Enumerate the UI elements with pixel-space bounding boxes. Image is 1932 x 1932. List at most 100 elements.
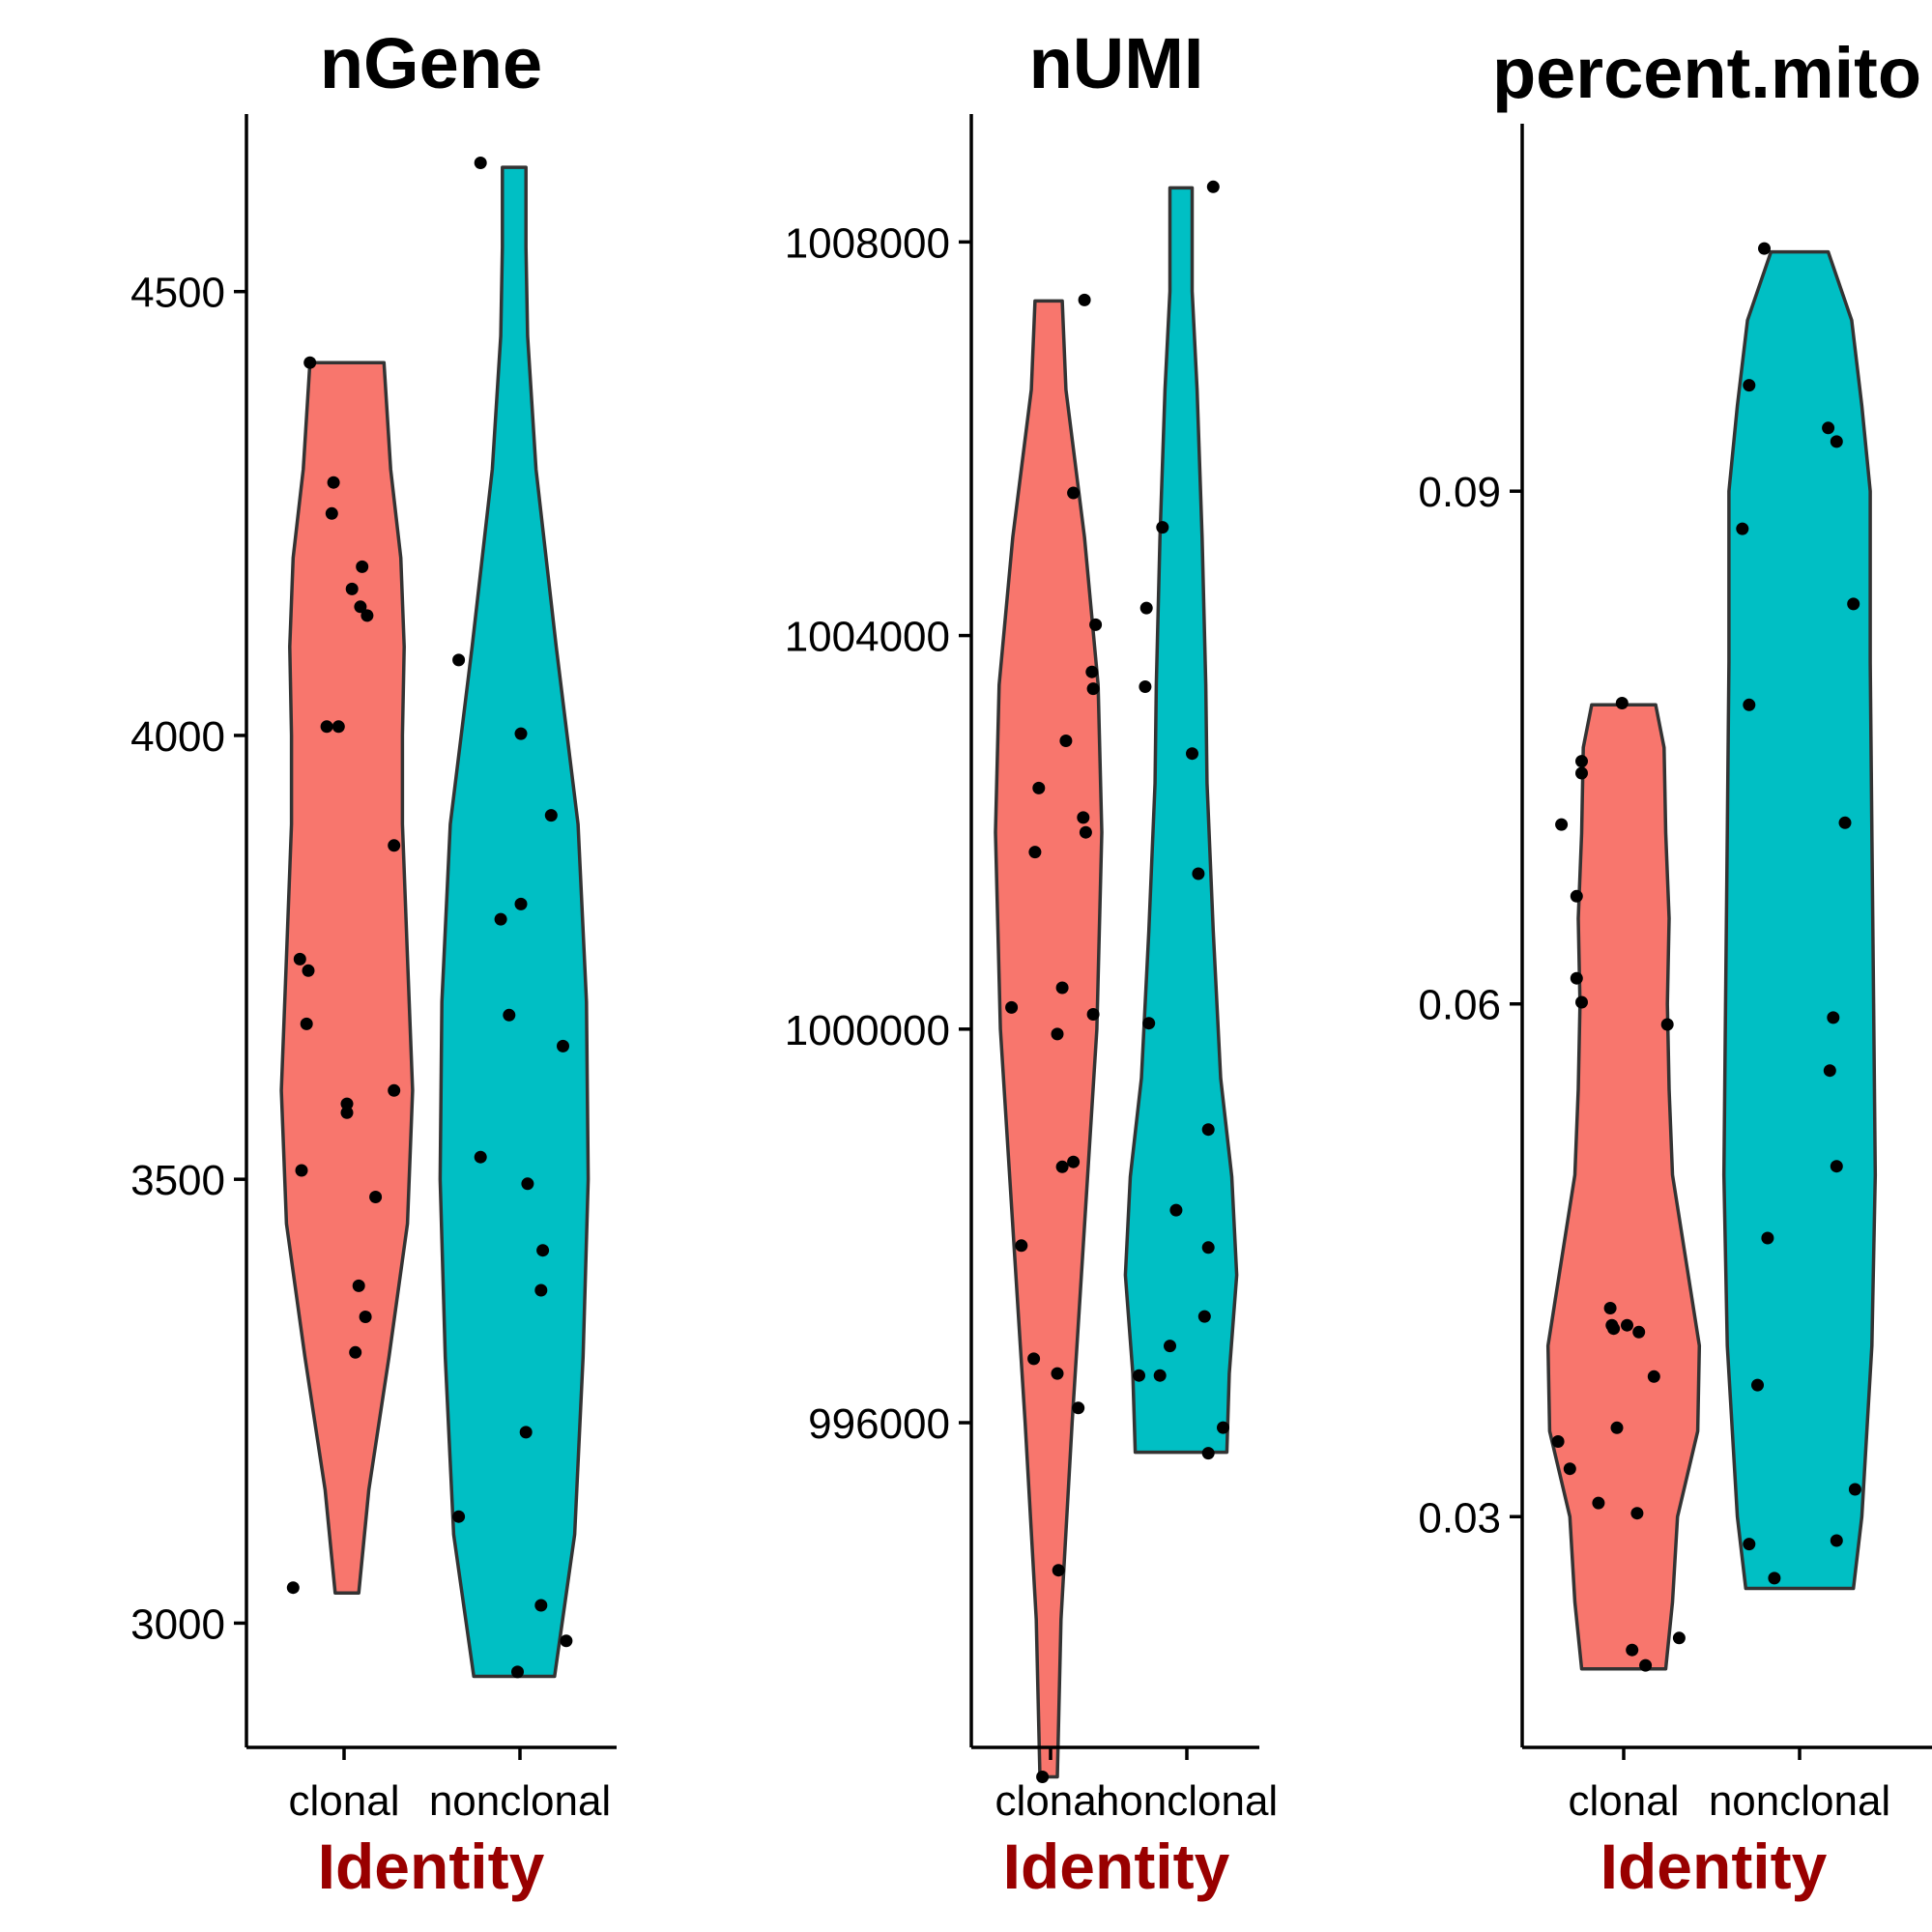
data-point-clonal [1607,1322,1621,1336]
data-point-nonclonal [511,1665,524,1679]
data-point-clonal [295,1164,308,1177]
y-tick-label: 0.03 [1418,1494,1501,1542]
y-tick-label: 4500 [130,270,225,317]
data-point-nonclonal [1206,180,1220,193]
data-point-clonal [1555,818,1569,831]
data-point-clonal [1052,1564,1065,1577]
data-point-clonal [1051,1367,1064,1380]
data-point-clonal [340,1106,354,1119]
data-point-clonal [320,720,333,734]
x-tick-label-clonal: clonal [289,1777,400,1825]
data-point-clonal [349,1345,362,1359]
data-point-nonclonal [1201,1241,1215,1254]
data-point-clonal [300,1017,313,1030]
data-point-nonclonal [452,653,466,667]
data-point-nonclonal [1139,601,1153,615]
percent-mito-panel: percent.mito Identity 0.03 0.06 0.09 clonal… [1418,33,1932,1902]
data-point-clonal [1036,1771,1050,1783]
ngene-panel: nGene Identity 3000 3500 4000 4500 clonal non… [130,23,617,1902]
data-point-clonal [1072,1401,1085,1415]
data-point-clonal [1615,697,1629,709]
data-point-clonal [1621,1318,1633,1332]
violin-clonal [1545,703,1702,1671]
data-point-nonclonal [1169,1203,1183,1217]
data-point-nonclonal [1201,1123,1215,1137]
data-point-nonclonal [514,727,528,740]
data-point-nonclonal [519,1426,533,1439]
data-point-nonclonal [1848,1483,1861,1496]
data-point-clonal [1051,1027,1064,1041]
data-point-nonclonal [1830,1160,1843,1173]
y-tick-label: 3500 [130,1157,225,1204]
data-point-clonal [340,1097,354,1110]
data-point-clonal [1575,995,1588,1009]
x-axis-label: Identity [318,1831,545,1902]
data-point-clonal [1672,1631,1686,1645]
panel-title: nGene [320,23,542,103]
data-point-clonal [1059,735,1073,747]
x-tick-label-clonal: clonal [995,1777,1107,1825]
data-point-nonclonal [1838,816,1852,829]
y-tick-label: 996000 [808,1400,950,1448]
data-point-clonal [1055,981,1069,995]
data-point-clonal [1630,1507,1644,1520]
data-point-nonclonal [560,1634,573,1648]
data-point-nonclonal [1156,521,1169,534]
data-point-nonclonal [1217,1421,1229,1434]
data-point-clonal [1086,1008,1100,1021]
data-point-clonal [293,952,306,966]
data-point-nonclonal [452,1510,466,1523]
data-point-nonclonal [494,912,507,926]
data-point-clonal [1086,682,1100,696]
data-point-clonal [345,582,359,595]
data-point-clonal [1570,971,1583,985]
violin-clonal [994,299,1104,1779]
y-tick-label: 1004000 [785,614,950,661]
data-point-nonclonal [544,809,558,822]
data-point-clonal [1027,1352,1041,1366]
data-point-clonal [356,560,369,573]
data-point-clonal [302,964,315,977]
data-point-nonclonal [521,1177,534,1191]
data-point-clonal [1067,486,1081,500]
y-tick-label: 0.06 [1418,982,1501,1029]
data-point-clonal [1077,811,1090,824]
data-point-nonclonal [474,157,487,169]
data-point-clonal [1563,1462,1576,1476]
data-point-clonal [359,1311,372,1323]
data-point-clonal [1067,1155,1081,1168]
data-point-nonclonal [1830,435,1843,448]
data-point-nonclonal [1847,597,1860,611]
data-point-clonal [1079,825,1092,839]
data-point-nonclonal [1153,1369,1167,1382]
data-point-clonal [1639,1658,1653,1672]
data-point-nonclonal [1192,867,1205,880]
data-point-nonclonal [1133,1369,1145,1382]
y-tick-label: 1008000 [785,219,950,267]
y-tick-label: 3000 [130,1600,225,1648]
data-point-nonclonal [1164,1340,1176,1353]
data-point-clonal [1632,1325,1646,1339]
data-point-clonal [1610,1421,1624,1434]
data-point-clonal [286,1581,300,1595]
data-point-nonclonal [1827,1011,1840,1024]
data-point-clonal [360,609,374,622]
data-point-clonal [369,1191,383,1203]
x-axis-label: Identity [1003,1831,1230,1902]
data-point-nonclonal [474,1150,487,1164]
data-point-nonclonal [1751,1378,1764,1392]
data-point-nonclonal [1743,698,1756,711]
data-point-nonclonal [557,1039,569,1053]
x-axis-label: Identity [1600,1831,1828,1902]
panel-title: nUMI [1029,23,1204,103]
data-point-nonclonal [1768,1572,1781,1585]
data-point-clonal [354,600,367,614]
data-point-clonal [327,476,340,489]
data-point-clonal [1575,755,1588,768]
data-point-nonclonal [1139,680,1152,693]
data-point-nonclonal [1758,242,1771,255]
data-point-clonal [1603,1302,1617,1314]
data-point-clonal [352,1279,365,1292]
data-point-clonal [1085,665,1099,678]
data-point-clonal [1032,781,1046,794]
